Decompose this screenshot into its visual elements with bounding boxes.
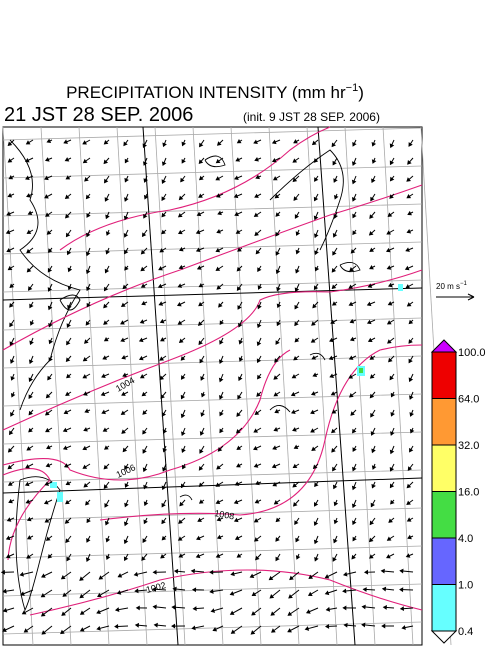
title-end: ) <box>358 83 364 102</box>
map-frame <box>3 127 422 645</box>
colorbar-under <box>432 631 456 643</box>
colorbar-segment <box>432 352 456 399</box>
colorbar-label: 4.0 <box>458 533 473 545</box>
wind-legend-arrow <box>436 294 474 300</box>
colorbar-segment <box>432 445 456 492</box>
init-time: (init. 9 JST 28 SEP. 2006) <box>243 110 380 124</box>
colorbar-label: 16.0 <box>458 487 479 499</box>
colorbar-over <box>432 340 456 352</box>
colorbar-label: 100.0 <box>458 347 486 359</box>
colorbar-label: 32.0 <box>458 440 479 452</box>
colorbar-segment <box>432 492 456 539</box>
wind-legend-main: 20 m s <box>436 282 460 291</box>
wind-legend-label: 20 m s−1 <box>436 281 468 291</box>
title: PRECIPITATION INTENSITY (mm hr−1) <box>66 82 364 102</box>
wind-legend-sup: −1 <box>460 281 468 287</box>
colorbar-label: 64.0 <box>458 394 479 406</box>
colorbar-segment <box>432 585 456 632</box>
title-main: PRECIPITATION INTENSITY (mm hr <box>66 83 346 102</box>
colorbar-segment <box>432 399 456 446</box>
wind-vector-head <box>2 571 5 574</box>
colorbar: 100.0 64.0 32.0 16.0 4.0 1.0 0.4 <box>432 340 486 643</box>
colorbar-segment <box>432 538 456 585</box>
title-sup: −1 <box>346 82 359 94</box>
valid-time: 21 JST 28 SEP. 2006 <box>4 104 193 126</box>
colorbar-label: 1.0 <box>458 580 473 592</box>
map: 1004 1006 1008 1002 <box>2 127 451 645</box>
colorbar-label: 0.4 <box>458 626 473 638</box>
